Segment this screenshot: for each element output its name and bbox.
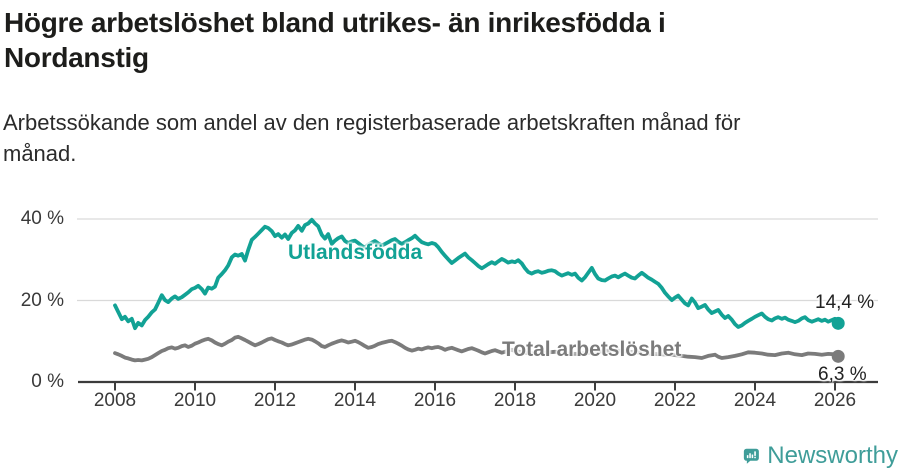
series-line-1 [113,334,841,363]
title-line-1: Högre arbetslöshet bland utrikes- än inr… [4,7,666,38]
end-value-label-total: 6,3 % [818,364,867,385]
speech-bubble-bar-chart-icon [743,448,759,464]
series-end-dot-0 [831,316,845,330]
series-label-total-arbetsloshet: Total arbetslöshet [502,338,682,361]
page-title: Högre arbetslöshet bland utrikes- än inr… [4,5,884,75]
subtitle-line-1: Arbetssökande som andel av den registerb… [3,110,741,135]
subtitle-line-2: månad. [3,141,77,166]
chart-x-axis [78,380,878,391]
series-label-utlandsfodda: Utlandsfödda [288,241,423,264]
newsworthy-brand-link[interactable]: Newsworthy [743,438,898,474]
title-line-2: Nordanstig [4,42,149,73]
end-value-label-utlandsfodda: 14,4 % [815,292,875,313]
brand-name: Newsworthy [767,442,898,469]
series-line-0 [113,217,841,331]
chart-series-lines [113,217,845,363]
series-end-dot-1 [831,349,845,363]
chart-subtitle: Arbetssökande som andel av den registerb… [3,107,893,169]
chart-gridlines [77,218,878,302]
